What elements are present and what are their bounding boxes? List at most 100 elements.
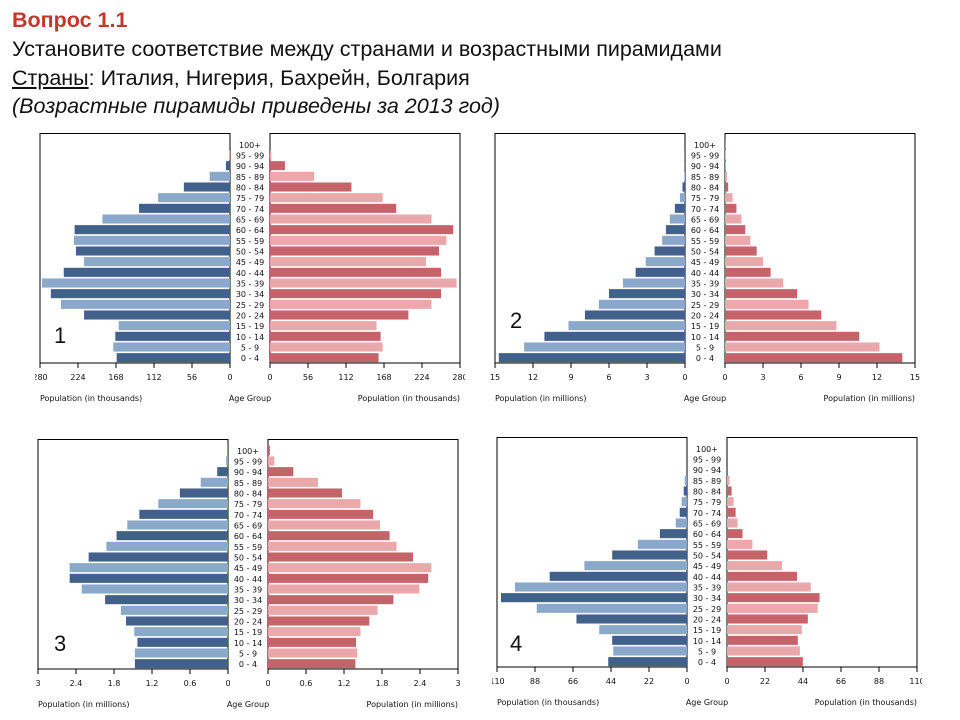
male-bar (126, 616, 228, 626)
male-bar (137, 637, 228, 647)
male-bar (669, 214, 685, 224)
x-axis-title-right: Population (in thousands) (358, 394, 460, 403)
male-bar (116, 353, 230, 363)
male-bar (666, 225, 685, 235)
age-group-label: 80 - 84 (236, 184, 264, 193)
chart-number-1: 1 (54, 323, 67, 348)
male-bar (599, 625, 687, 635)
female-bar (727, 614, 808, 624)
x-tick-label: 22 (644, 677, 654, 686)
age-group-label: 85 - 89 (693, 477, 721, 486)
male-bar (536, 603, 687, 613)
age-group-label: 25 - 29 (693, 605, 721, 614)
x-tick-label: 112 (146, 373, 161, 382)
female-bar (270, 299, 432, 309)
male-bar (63, 267, 230, 277)
female-bar (270, 310, 409, 320)
male-bar (584, 561, 687, 571)
age-group-label: 20 - 24 (693, 616, 721, 625)
male-bar (645, 257, 685, 267)
x-tick-label: 9 (836, 373, 841, 382)
x-tick-label: 280 (452, 373, 465, 382)
x-tick-label: 0 (722, 373, 727, 382)
male-bar (118, 321, 230, 331)
age-group-label: 70 - 74 (234, 511, 262, 520)
x-tick-label: 66 (568, 677, 578, 686)
female-bar (727, 539, 753, 549)
male-bar (637, 539, 687, 549)
x-tick-label: 6 (606, 373, 611, 382)
countries-list: : Италия, Нигерия, Бахрейн, Болгария (88, 66, 470, 90)
female-bar (270, 289, 441, 299)
age-group-label: 70 - 74 (236, 205, 264, 214)
female-bar (725, 161, 726, 171)
age-group-label: 35 - 39 (234, 586, 262, 595)
age-group-label: 15 - 19 (691, 322, 719, 331)
x-tick-label: 2.4 (414, 679, 427, 688)
age-group-label: 35 - 39 (693, 584, 721, 593)
age-group-label: 75 - 79 (236, 194, 264, 203)
x-tick-label: 0.6 (300, 679, 313, 688)
male-bar (500, 593, 687, 603)
female-bar (268, 477, 319, 487)
female-bar (725, 331, 860, 341)
female-bar (725, 171, 727, 181)
female-bar (725, 203, 737, 213)
male-bar (105, 595, 228, 605)
x-tick-label: 12 (528, 373, 538, 382)
age-group-label: 0 - 4 (698, 658, 716, 667)
age-group-label: 50 - 54 (693, 552, 721, 561)
x-tick-label: 6 (798, 373, 803, 382)
age-group-label: 95 - 99 (693, 456, 721, 465)
age-group-label: 15 - 19 (693, 626, 721, 635)
age-group-label: 45 - 49 (236, 258, 264, 267)
male-bar (544, 331, 685, 341)
male-bar (134, 659, 228, 669)
female-bar (268, 637, 357, 647)
female-bar (268, 499, 361, 509)
male-bar (608, 657, 687, 667)
x-axis-title-center: Age Group (229, 394, 271, 403)
male-bar (88, 552, 228, 562)
male-bar (225, 161, 230, 171)
age-group-label: 100+ (696, 445, 718, 454)
age-group-label: 20 - 24 (234, 618, 262, 627)
female-bar (725, 321, 837, 331)
female-bar (270, 182, 352, 192)
male-bar (179, 488, 228, 498)
age-group-label: 40 - 44 (693, 573, 721, 582)
female-bar (270, 171, 315, 181)
age-group-label: 60 - 64 (236, 226, 264, 235)
age-group-label: 60 - 64 (693, 530, 721, 539)
female-bar (725, 235, 751, 245)
age-group-label: 100+ (237, 447, 259, 456)
question-title: Вопрос 1.1 (12, 8, 128, 32)
age-group-label: 55 - 59 (236, 237, 264, 246)
female-bar (270, 235, 447, 245)
male-bar (684, 171, 685, 181)
female-bar (270, 278, 457, 288)
male-bar (679, 507, 687, 517)
female-bar (270, 193, 383, 203)
age-group-label: 85 - 89 (691, 173, 719, 182)
male-bar (609, 289, 685, 299)
female-bar (268, 520, 381, 530)
female-bar (725, 267, 771, 277)
age-group-label: 10 - 14 (236, 333, 264, 342)
x-tick-label: 44 (606, 677, 616, 686)
female-bar (727, 518, 738, 528)
male-bar (183, 182, 230, 192)
age-group-label: 10 - 14 (693, 637, 721, 646)
x-tick-label: 0 (682, 373, 687, 382)
female-bar (270, 342, 383, 352)
male-bar (568, 321, 685, 331)
age-group-label: 95 - 99 (236, 152, 264, 161)
age-group-label: 15 - 19 (234, 628, 262, 637)
x-tick-label: 56 (187, 373, 197, 382)
female-bar (725, 246, 757, 256)
x-tick-label: 12 (872, 373, 882, 382)
female-bar (270, 214, 432, 224)
